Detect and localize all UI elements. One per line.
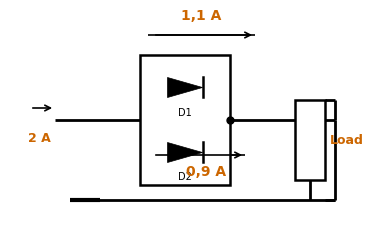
Bar — [295, 100, 325, 180]
Polygon shape — [167, 143, 203, 162]
Text: 1,1 A: 1,1 A — [181, 9, 222, 23]
Polygon shape — [167, 77, 203, 98]
Text: D2: D2 — [178, 172, 192, 183]
Bar — [140, 55, 230, 185]
Text: 2 A: 2 A — [28, 132, 51, 145]
Text: 0,9 A: 0,9 A — [187, 165, 227, 179]
Text: Load: Load — [330, 134, 364, 147]
Text: D1: D1 — [178, 108, 192, 118]
